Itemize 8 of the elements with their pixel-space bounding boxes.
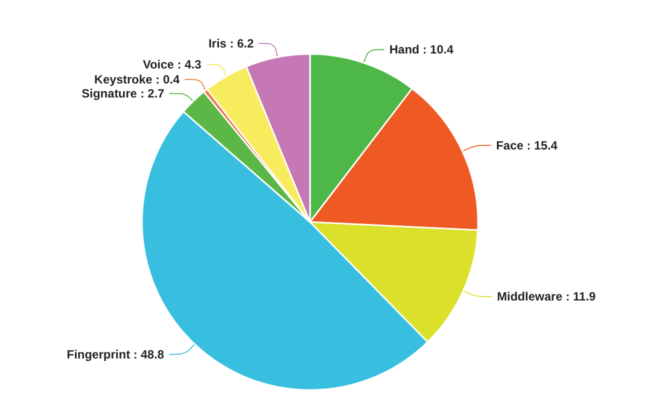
slice-label: Middleware : 11.9 [497,290,596,304]
slice-label: Face : 15.4 [496,138,558,152]
slice-label: Iris : 6.2 [208,36,254,50]
slice-label: Fingerprint : 48.8 [66,347,164,362]
slice-label: Hand : 10.4 [389,42,454,57]
slice-label: Voice : 4.3 [142,57,202,72]
slice-label: Signature : 2.7 [82,86,165,101]
slice-label: Keystroke : 0.4 [94,72,180,87]
